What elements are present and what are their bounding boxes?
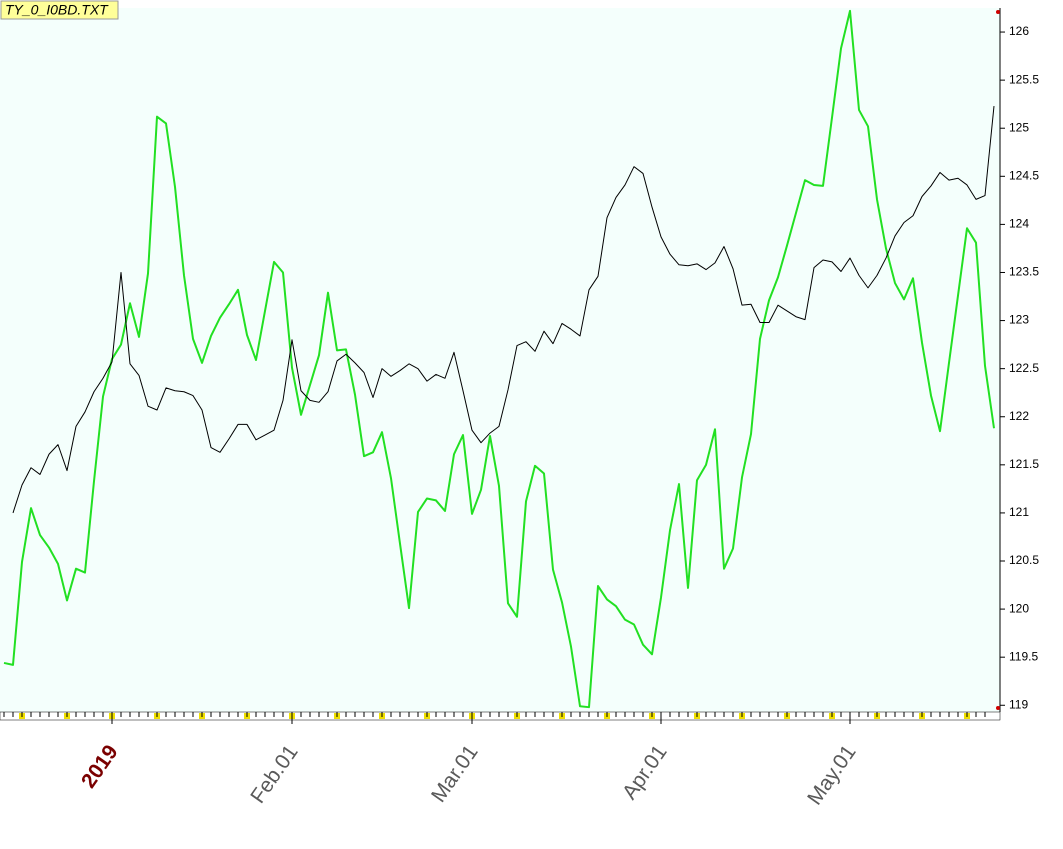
y-tick-label: 125 [1009, 120, 1029, 134]
y-tick-label: 123 [1009, 313, 1029, 327]
y-tick-label: 122 [1009, 409, 1029, 423]
y-tick-label: 120 [1009, 601, 1029, 615]
plot-area [0, 8, 1000, 712]
y-tick-label: 122.5 [1009, 361, 1039, 375]
y-tick-label: 121.5 [1009, 457, 1039, 471]
chart-title: TY_0_I0BD.TXT [5, 2, 109, 18]
y-tick-label: 119.5 [1009, 649, 1038, 663]
y-tick-label: 121 [1009, 505, 1029, 519]
y-tick-label: 124.5 [1009, 168, 1039, 182]
y-tick-label: 124 [1009, 217, 1029, 231]
y-tick-label: 119 [1009, 697, 1028, 711]
y-tick-label: 126 [1009, 24, 1029, 38]
corner-dot [996, 706, 1000, 710]
y-tick-label: 125.5 [1009, 72, 1039, 86]
plot [3, 9, 995, 709]
series-line [12, 106, 995, 514]
title-box [0, 0, 119, 20]
y-tick-label: 123.5 [1009, 265, 1039, 279]
time-strip [0, 711, 1001, 721]
series-line [3, 9, 995, 709]
corner-dot [996, 10, 1000, 14]
y-tick-label: 120.5 [1009, 553, 1039, 567]
